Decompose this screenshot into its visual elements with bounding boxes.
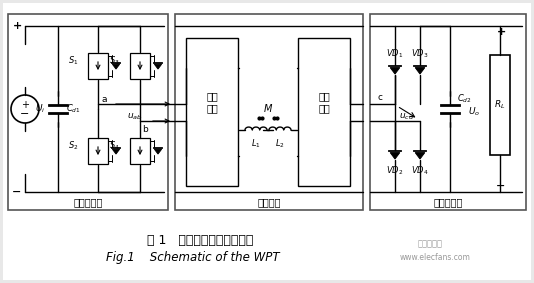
Text: $U_o$: $U_o$ bbox=[468, 106, 480, 118]
Text: $VD_1$: $VD_1$ bbox=[386, 48, 404, 60]
Text: $R_L$: $R_L$ bbox=[494, 99, 506, 111]
Text: +: + bbox=[21, 100, 29, 110]
Polygon shape bbox=[390, 68, 400, 74]
Text: $u_{ab}$: $u_{ab}$ bbox=[127, 112, 143, 122]
Text: b: b bbox=[142, 125, 148, 134]
Text: $C_{d1}$: $C_{d1}$ bbox=[66, 103, 81, 115]
Polygon shape bbox=[154, 149, 162, 154]
Text: $u_{cd}$: $u_{cd}$ bbox=[399, 112, 414, 122]
Polygon shape bbox=[112, 149, 120, 154]
Text: $S_3$: $S_3$ bbox=[109, 55, 120, 67]
Bar bbox=[88, 53, 108, 79]
Text: 谐振网络: 谐振网络 bbox=[257, 197, 281, 207]
Bar bbox=[370, 14, 526, 210]
Text: −: − bbox=[12, 187, 22, 197]
Text: 图 1   无线电能传输系统原理: 图 1 无线电能传输系统原理 bbox=[147, 233, 253, 246]
Text: www.elecfans.com: www.elecfans.com bbox=[399, 254, 470, 263]
Bar bbox=[175, 14, 363, 210]
Text: $VD_2$: $VD_2$ bbox=[386, 165, 404, 177]
Text: a: a bbox=[101, 95, 106, 104]
Text: $VD_4$: $VD_4$ bbox=[411, 165, 429, 177]
Bar bbox=[130, 138, 150, 164]
Text: $VD_3$: $VD_3$ bbox=[411, 48, 429, 60]
Polygon shape bbox=[415, 153, 425, 159]
Bar bbox=[186, 38, 238, 186]
Text: $L_1$: $L_1$ bbox=[251, 138, 261, 150]
Text: Fig.1    Schematic of the WPT: Fig.1 Schematic of the WPT bbox=[106, 252, 280, 265]
Polygon shape bbox=[415, 68, 425, 74]
Text: $C_{d2}$: $C_{d2}$ bbox=[457, 93, 472, 105]
Text: $S_1$: $S_1$ bbox=[68, 55, 78, 67]
Text: $S_4$: $S_4$ bbox=[109, 140, 120, 152]
Text: 高频整流器: 高频整流器 bbox=[433, 197, 462, 207]
Text: 补偿
网络: 补偿 网络 bbox=[318, 91, 330, 113]
Text: $M$: $M$ bbox=[263, 102, 273, 114]
Text: c: c bbox=[378, 93, 382, 102]
Bar bbox=[88, 138, 108, 164]
Text: $L_2$: $L_2$ bbox=[275, 138, 285, 150]
Bar bbox=[8, 14, 168, 210]
Bar bbox=[130, 53, 150, 79]
Bar bbox=[490, 55, 510, 155]
Text: +: + bbox=[497, 27, 506, 37]
Text: $S_2$: $S_2$ bbox=[67, 140, 78, 152]
Bar bbox=[298, 38, 350, 186]
Text: $U_i$: $U_i$ bbox=[35, 103, 45, 115]
Polygon shape bbox=[390, 153, 400, 159]
Text: 高频逆变器: 高频逆变器 bbox=[73, 197, 103, 207]
Text: −: − bbox=[20, 109, 30, 119]
Text: 电子发烧友: 电子发烧友 bbox=[418, 239, 443, 248]
Text: 补偿
网络: 补偿 网络 bbox=[206, 91, 218, 113]
Polygon shape bbox=[112, 64, 120, 69]
Text: −: − bbox=[496, 181, 506, 191]
Polygon shape bbox=[154, 64, 162, 69]
Text: +: + bbox=[12, 21, 21, 31]
